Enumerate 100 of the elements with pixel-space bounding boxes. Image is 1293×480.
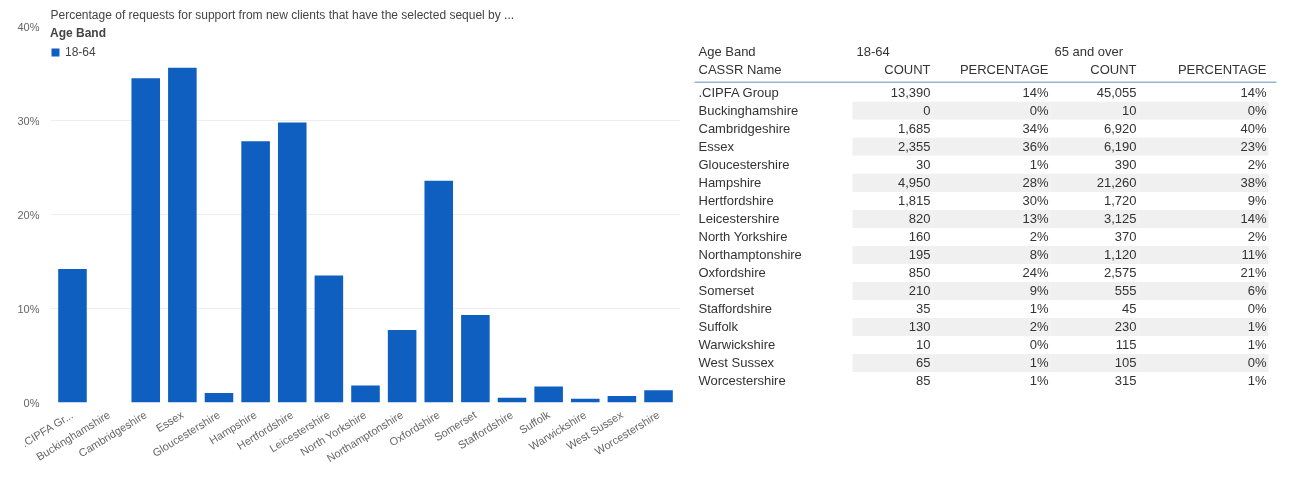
data-label: 1% (1247, 319, 1267, 335)
y-tick-label: 0% (23, 396, 40, 409)
x-tick-label: COUNT (1090, 62, 1137, 78)
bar (387, 330, 417, 403)
data-label: 14% (1240, 211, 1267, 227)
data-label: 9% (1029, 283, 1049, 299)
data-label: 2% (1029, 319, 1049, 335)
bar (644, 390, 673, 403)
data-label: 3,125 (1103, 211, 1137, 227)
text: 65 and over (1054, 44, 1124, 60)
data-label: 10 (1122, 103, 1137, 119)
data-label: 0% (1029, 103, 1049, 119)
data-label: 65 (916, 355, 931, 371)
y-tick-label: Somerset (698, 283, 755, 299)
data-label: 1% (1029, 373, 1049, 389)
data-label: 0% (1247, 103, 1267, 119)
data-label: 1,815 (897, 193, 931, 209)
text: Age Band (698, 44, 756, 60)
data-label: 13,390 (890, 85, 931, 101)
bar (131, 78, 161, 403)
data-label: 8% (1029, 247, 1049, 263)
data-label: 30% (1022, 193, 1049, 209)
y-tick-label: Staffordshire (698, 301, 772, 317)
bar (168, 67, 197, 403)
data-label: 315 (1114, 373, 1137, 389)
data-label: 1% (1029, 157, 1049, 173)
y-tick-label: Essex (698, 139, 735, 155)
data-label: 6,190 (1103, 139, 1137, 155)
data-label: 13% (1022, 211, 1049, 227)
y-tick-label: 30% (17, 114, 40, 127)
bar (277, 122, 307, 403)
text: 18-64 (856, 44, 890, 60)
data-label: 195 (908, 247, 931, 263)
data-label: 21% (1240, 265, 1267, 281)
y-tick-label: Suffolk (698, 319, 739, 335)
y-axis-title: CASSR Name (698, 62, 782, 78)
data-label: 2% (1247, 229, 1267, 245)
y-tick-label: 20% (17, 208, 40, 221)
data-label: 9% (1247, 193, 1267, 209)
data-label: 820 (908, 211, 931, 227)
data-label: 2% (1029, 229, 1049, 245)
data-label: 6% (1247, 283, 1267, 299)
data-label: 115 (1115, 337, 1137, 353)
data-label: 38% (1240, 175, 1267, 191)
data-label: 230 (1114, 319, 1137, 335)
data-label: 36% (1022, 139, 1049, 155)
y-tick-label: Worcestershire (698, 373, 786, 389)
data-label: 0% (1029, 337, 1049, 353)
data-label: 130 (908, 319, 931, 335)
data-label: 1% (1029, 301, 1049, 317)
data-label: 24% (1022, 265, 1049, 281)
data-label: 1% (1247, 337, 1267, 353)
legend-title: Age Band (50, 26, 107, 40)
y-tick-label: Cambridgeshire (698, 121, 791, 137)
bar (534, 386, 563, 403)
y-tick-label: Leicestershire (698, 211, 780, 227)
y-tick-label: Northamptonshire (698, 247, 802, 263)
data-label: 1,720 (1103, 193, 1137, 209)
data-label: 85 (916, 373, 931, 389)
data-label: 0 (923, 103, 931, 119)
data-label: 34% (1022, 121, 1049, 137)
x-tick-label: PERCENTAGE (959, 62, 1049, 78)
data-label: 850 (908, 265, 931, 281)
x-tick-label: PERCENTAGE (1177, 62, 1267, 78)
chart-title: Percentage of requests for support from new clients that have the selected sequel by ... (50, 7, 515, 22)
bar (58, 269, 87, 403)
y-tick-label: 10% (17, 302, 40, 315)
data-label: 21,260 (1096, 175, 1137, 191)
y-tick-label: Warwickshire (698, 337, 776, 353)
data-label: 6,920 (1103, 121, 1137, 137)
data-label: 370 (1114, 229, 1137, 245)
data-label: 0% (1247, 355, 1267, 371)
y-tick-label: Buckinghamshire (698, 103, 799, 119)
data-label: 14% (1022, 85, 1049, 101)
data-label: 0% (1247, 301, 1267, 317)
data-label: 10 (916, 337, 931, 353)
data-label: 30 (916, 157, 931, 173)
y-tick-label: North Yorkshire (698, 229, 788, 245)
bar (461, 315, 490, 403)
x-tick-label: COUNT (884, 62, 931, 78)
data-label: 45 (1122, 301, 1137, 317)
bar (424, 180, 454, 403)
y-tick-label: Hampshire (698, 175, 762, 191)
bar (351, 385, 380, 403)
data-label: 160 (908, 229, 931, 245)
legend-label: 18-64 (65, 45, 96, 59)
data-label: 35 (916, 301, 931, 317)
data-label: 11% (1241, 247, 1267, 263)
data-label: 2,355 (897, 139, 931, 155)
data-label: 2,575 (1103, 265, 1137, 281)
y-tick-label: .CIPFA Group (698, 85, 779, 101)
data-label: 28% (1022, 175, 1049, 191)
data-label: 210 (908, 283, 931, 299)
bar (314, 275, 344, 403)
data-label: 105 (1114, 355, 1137, 371)
y-tick-label: 40% (17, 20, 40, 33)
data-label: 14% (1240, 85, 1267, 101)
data-label: 45,055 (1096, 85, 1137, 101)
y-tick-label: Gloucestershire (698, 157, 790, 173)
data-label: 2% (1247, 157, 1267, 173)
